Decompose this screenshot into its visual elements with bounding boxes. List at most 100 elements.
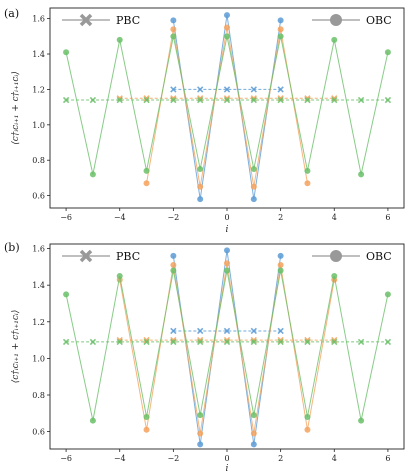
pbc-point: [62, 96, 70, 104]
y-axis-label: ⟨c†ᵢcᵢ₊₁ + c†ᵢ₊₁cᵢ⟩: [11, 310, 21, 383]
pbc-point: [197, 96, 204, 104]
y-tick-label: 1.4: [32, 281, 45, 290]
y-tick-label: 1.4: [32, 50, 45, 59]
pbc-point: [223, 96, 231, 104]
y-tick-label: 0.8: [32, 391, 45, 400]
obc-point: [384, 49, 391, 56]
obc-point: [116, 36, 123, 43]
pbc-point-stroke: [250, 86, 257, 93]
obc-point: [304, 426, 311, 433]
pbc-point-stroke: [170, 327, 177, 335]
pbc-point-stroke: [223, 96, 231, 104]
obc-point: [197, 430, 204, 437]
obc-line: [65, 36, 389, 175]
obc-point: [331, 36, 338, 43]
obc-point: [170, 267, 177, 274]
obc-point: [143, 167, 150, 174]
obc-point: [170, 252, 177, 259]
obc-line: [65, 270, 389, 421]
y-tick-label: 1.0: [32, 354, 45, 363]
pbc-point-stroke: [197, 327, 204, 335]
pbc-point: [304, 96, 311, 104]
pbc-point: [277, 327, 284, 335]
pbc-point: [170, 96, 177, 104]
pbc-point-stroke: [223, 86, 231, 93]
x-axis-label: i: [226, 225, 229, 235]
pbc-point-stroke: [223, 336, 231, 344]
x-tick-label: −2: [167, 213, 179, 222]
pbc-point-stroke: [250, 327, 257, 335]
obc-point: [224, 24, 230, 31]
obc-series-2: [63, 33, 391, 178]
pbc-point-stroke: [250, 338, 257, 346]
obc-point: [197, 166, 204, 173]
obc-point: [224, 260, 230, 267]
pbc-point: [197, 327, 204, 335]
obc-point: [89, 171, 96, 178]
pbc-point-stroke: [197, 96, 204, 104]
pbc-point-stroke: [304, 96, 311, 104]
pbc-point: [304, 336, 311, 344]
pbc-point: [89, 338, 97, 346]
x-tick-label: −2: [167, 454, 179, 463]
pbc-point: [304, 338, 311, 346]
obc-series-2: [63, 267, 391, 424]
legend-pbc-label: PBC: [116, 14, 140, 27]
y-axis-label: ⟨c†ᵢcᵢ₊₁ + c†ᵢ₊₁cᵢ⟩: [11, 71, 21, 144]
pbc-point-stroke: [304, 338, 311, 346]
pbc-point-stroke: [143, 95, 150, 102]
y-tick-label: 1.6: [32, 245, 45, 254]
pbc-point-stroke: [116, 338, 123, 346]
obc-point: [384, 291, 391, 298]
obc-series-1: [116, 260, 338, 437]
pbc-point: [384, 338, 392, 346]
pbc-point-stroke: [304, 95, 311, 102]
pbc-point: [250, 86, 257, 93]
pbc-point: [170, 338, 177, 346]
pbc-point-stroke: [62, 96, 70, 104]
legend: PBC OBC: [62, 13, 392, 27]
pbc-point: [384, 96, 392, 104]
pbc-point: [331, 96, 338, 104]
obc-point: [250, 441, 257, 448]
pbc-point-stroke: [277, 86, 284, 93]
pbc-point: [197, 86, 204, 93]
legend-obc-marker: [330, 14, 342, 26]
obc-point: [197, 196, 204, 203]
x-tick-label: −4: [114, 454, 126, 463]
obc-point: [358, 417, 365, 424]
obc-point: [143, 180, 150, 187]
obc-point: [143, 413, 150, 420]
pbc-point-stroke: [304, 336, 311, 344]
x-tick-label: 2: [278, 454, 283, 463]
pbc-point-stroke: [223, 338, 231, 346]
x-axis-label: i: [226, 464, 229, 474]
pbc-point: [170, 327, 177, 335]
obc-point: [143, 426, 150, 433]
obc-point: [116, 273, 123, 280]
panel-b: −6 −4 −2 0 2 4 6 0.6 0.8 1.0 1.2 1.4 1.6 i ⟨c†ᵢcᵢ₊₁ + …: [4, 241, 405, 474]
obc-point: [197, 412, 204, 419]
pbc-series-1: [116, 336, 338, 344]
obc-point: [170, 33, 177, 40]
obc-point: [250, 183, 257, 190]
y-tick-label: 0.8: [32, 156, 45, 165]
obc-point: [170, 262, 177, 269]
pbc-point: [250, 338, 257, 346]
pbc-point-stroke: [277, 96, 284, 104]
obc-point: [63, 291, 70, 298]
pbc-point: [277, 96, 284, 104]
pbc-point-stroke: [223, 95, 231, 102]
pbc-point-stroke: [357, 338, 365, 346]
obc-point: [170, 17, 177, 24]
pbc-point: [223, 327, 231, 335]
obc-point: [250, 166, 257, 173]
pbc-point: [250, 96, 257, 104]
pbc-point-stroke: [197, 338, 204, 346]
pbc-point-stroke: [170, 86, 177, 93]
y-tick-label: 0.6: [32, 428, 45, 437]
x-tick-label: −4: [114, 213, 126, 222]
pbc-point-stroke: [384, 96, 392, 104]
x-tick-label: 6: [385, 454, 390, 463]
obc-point: [224, 33, 230, 40]
